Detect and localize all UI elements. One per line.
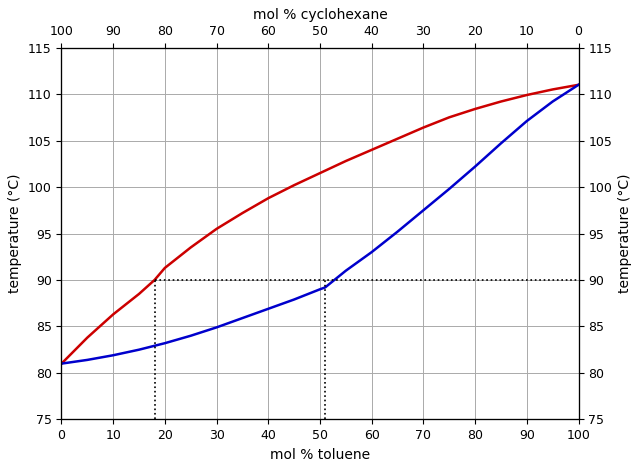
Y-axis label: temperature (°C): temperature (°C) xyxy=(8,174,22,293)
Y-axis label: temperature (°C): temperature (°C) xyxy=(618,174,632,293)
X-axis label: mol % cyclohexane: mol % cyclohexane xyxy=(253,8,387,23)
X-axis label: mol % toluene: mol % toluene xyxy=(270,447,370,462)
